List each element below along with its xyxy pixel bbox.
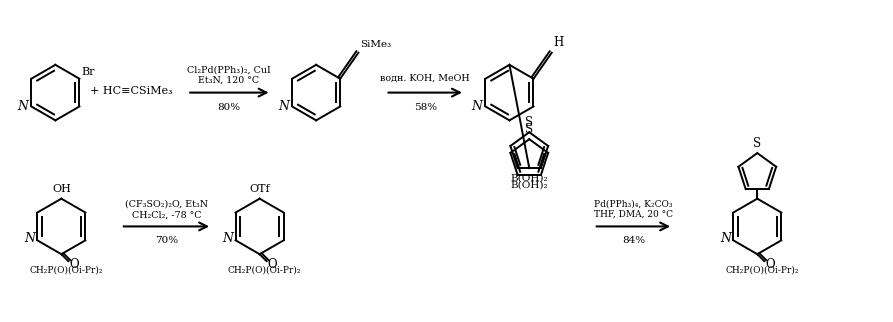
Text: N: N [472,100,482,113]
Text: Cl₂Pd(PPh₃)₂, CuI: Cl₂Pd(PPh₃)₂, CuI [187,66,271,75]
Text: O: O [765,258,775,271]
Text: N: N [24,232,36,245]
Text: N: N [721,232,731,245]
Text: CH₂Cl₂, -78 °C: CH₂Cl₂, -78 °C [131,211,201,220]
Text: 70%: 70% [154,236,178,245]
Text: O: O [70,258,79,271]
Text: S: S [753,137,762,150]
Text: THF, DMA, 20 °C: THF, DMA, 20 °C [594,210,672,219]
Text: Br: Br [81,67,95,77]
Text: B(OH)₂: B(OH)₂ [511,173,548,182]
Text: SiMe₃: SiMe₃ [361,40,391,49]
Text: водн. KOH, MeOH: водн. KOH, MeOH [380,74,470,83]
Text: + HC≡CSiMe₃: + HC≡CSiMe₃ [90,86,172,96]
Text: CH₂P(O)(Oi-Pr)₂: CH₂P(O)(Oi-Pr)₂ [29,266,103,275]
Text: S: S [525,116,533,129]
Text: CH₂P(O)(Oi-Pr)₂: CH₂P(O)(Oi-Pr)₂ [725,266,799,275]
Text: N: N [222,232,234,245]
Text: (CF₃SO₂)₂O, Et₃N: (CF₃SO₂)₂O, Et₃N [125,200,208,209]
Text: OTf: OTf [249,184,270,194]
Text: CH₂P(O)(Oi-Pr)₂: CH₂P(O)(Oi-Pr)₂ [228,266,301,275]
Text: Pd(PPh₃)₄, K₂CO₃: Pd(PPh₃)₄, K₂CO₃ [594,200,672,209]
Text: B(OH)₂: B(OH)₂ [511,181,548,190]
Text: 58%: 58% [413,102,437,111]
Text: OH: OH [52,184,71,194]
Text: N: N [278,100,289,113]
Text: 84%: 84% [622,236,645,245]
Text: N: N [17,100,29,113]
Text: 80%: 80% [217,102,240,111]
Text: H: H [554,36,563,49]
Text: S: S [525,123,533,136]
Text: O: O [268,258,277,271]
Text: Et₃N, 120 °C: Et₃N, 120 °C [198,76,260,85]
